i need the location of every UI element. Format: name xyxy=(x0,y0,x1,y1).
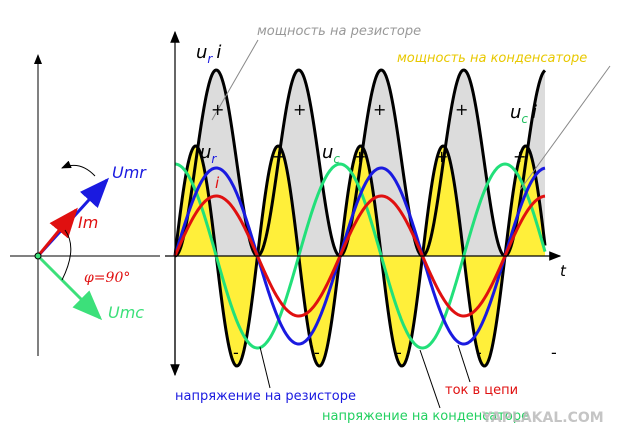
current-curve xyxy=(173,194,546,318)
minus-sign: - xyxy=(396,343,402,362)
vector-im xyxy=(36,207,78,257)
voltage-capacitor-curve xyxy=(174,162,547,350)
watermark: YAPLAKAL.COM xyxy=(481,410,604,426)
signs: + + + + + + + + - - - - - xyxy=(211,100,557,362)
pointer xyxy=(519,65,611,191)
plus-sign: + xyxy=(373,100,386,119)
u: u xyxy=(196,42,207,63)
ur-i-label: ur i xyxy=(196,42,221,66)
c: c xyxy=(521,112,528,126)
r: r xyxy=(211,152,217,166)
rotation-arrow xyxy=(61,160,96,177)
i: i xyxy=(532,102,537,123)
pointer xyxy=(457,344,471,383)
power-capacitor-curve xyxy=(173,144,547,368)
origin xyxy=(34,252,42,260)
im-label: Im xyxy=(78,213,98,232)
plus-sign: + xyxy=(435,147,448,166)
legend-voltage-resistor: напряжение на резисторе xyxy=(175,389,356,404)
r: r xyxy=(207,52,213,66)
minus-sign: - xyxy=(476,343,482,362)
legend-voltage-capacitor: напряжение на конденсаторе xyxy=(322,409,529,424)
angle-arc xyxy=(61,229,72,281)
pointer xyxy=(419,349,441,409)
plus-sign: + xyxy=(272,147,285,166)
u: u xyxy=(322,142,333,163)
legend-current: ток в цепи xyxy=(445,383,518,398)
plus-sign: + xyxy=(211,100,224,119)
minus-sign: - xyxy=(233,343,239,362)
uc-i-label: uc i xyxy=(510,102,537,126)
waveforms xyxy=(173,68,547,368)
voltage-resistor-curve xyxy=(173,166,546,346)
vector-umc xyxy=(36,254,103,321)
pointer xyxy=(259,346,271,389)
plus-sign: + xyxy=(293,100,306,119)
u: u xyxy=(200,142,211,163)
power-capacitor-note: мощность на конденсаторе xyxy=(397,51,587,66)
plus-sign: + xyxy=(513,147,526,166)
plus-sign: + xyxy=(455,100,468,119)
umc-label: Umc xyxy=(108,303,144,322)
uc-label: uc xyxy=(322,142,340,166)
power-resistor-note: мощность на резисторе xyxy=(257,24,421,39)
minus-sign: - xyxy=(314,343,320,362)
t-label: t xyxy=(560,262,567,280)
umr-label: Umr xyxy=(112,163,147,182)
i: i xyxy=(216,42,221,63)
plus-sign: + xyxy=(353,147,366,166)
u: u xyxy=(510,102,521,123)
power-resistor-curve xyxy=(174,68,547,258)
c: c xyxy=(333,152,340,166)
ur-label: ur xyxy=(200,142,217,166)
phi-label: φ=90° xyxy=(84,270,130,286)
minus-sign: - xyxy=(551,343,557,362)
i-label: i xyxy=(215,174,220,192)
pointer xyxy=(211,39,259,121)
